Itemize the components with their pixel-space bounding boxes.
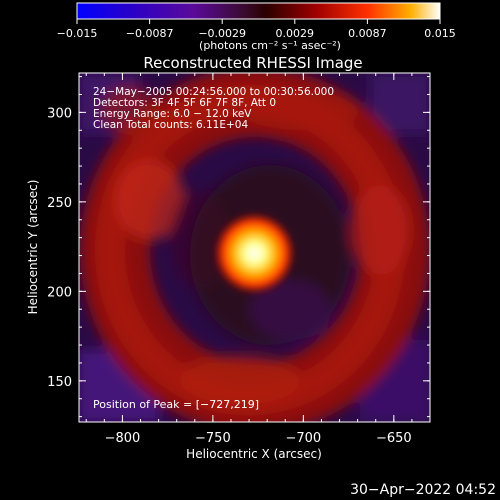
y-tick-label: 150 bbox=[47, 375, 72, 390]
peak-source bbox=[212, 211, 297, 296]
y-tick-label: 250 bbox=[47, 196, 72, 211]
colorbar-tick-label: 0.0029 bbox=[276, 27, 315, 40]
info-line: 24−May−2005 00:24:56.000 to 00:30:56.000 bbox=[93, 86, 334, 98]
x-tick-label: −650 bbox=[376, 431, 412, 446]
y-axis-label: Heliocentric Y (arcsec) bbox=[26, 180, 40, 315]
plot-frame bbox=[78, 72, 431, 423]
rhessi-image bbox=[79, 73, 430, 422]
x-tick-label: −800 bbox=[105, 431, 141, 446]
colorbar-tick-label: −0.0029 bbox=[198, 27, 246, 40]
x-axis-label: Heliocentric X (arcsec) bbox=[186, 447, 322, 461]
y-tick-label: 200 bbox=[47, 285, 72, 300]
colorbar-ticks: −0.015 −0.0087 −0.0029 0.0029 0.0087 0.015 bbox=[57, 19, 456, 40]
colorbar-tick-label: −0.015 bbox=[57, 27, 98, 40]
info-line: Clean Total counts: 6.11E+04 bbox=[93, 119, 248, 131]
info-line: Detectors: 3F 4F 5F 6F 7F 8F, Att 0 bbox=[93, 97, 276, 109]
info-text: 24−May−2005 00:24:56.000 to 00:30:56.000… bbox=[93, 86, 334, 131]
y-axis-ticks: 150 200 250 300 bbox=[47, 76, 430, 418]
x-tick-label: −750 bbox=[195, 431, 231, 446]
image-title: Reconstructed RHESSI Image bbox=[143, 54, 362, 72]
colorbar-tick-label: −0.0087 bbox=[126, 27, 174, 40]
colorbar-tick-label: 0.0087 bbox=[348, 27, 387, 40]
colorbar-unit-label: (photons cm⁻² s⁻¹ asec⁻²) bbox=[199, 39, 341, 52]
colorbar bbox=[76, 2, 441, 20]
timestamp: 30−Apr−2022 04:52 bbox=[350, 482, 496, 498]
info-line: Energy Range: 6.0 − 12.0 keV bbox=[93, 108, 252, 120]
colorbar-tick-label: 0.015 bbox=[424, 27, 456, 40]
y-tick-label: 300 bbox=[47, 106, 72, 121]
x-tick-label: −700 bbox=[285, 431, 321, 446]
peak-position-label: Position of Peak = [−727,219] bbox=[93, 398, 259, 411]
x-axis-ticks: −800 −750 −700 −650 bbox=[85, 73, 431, 446]
